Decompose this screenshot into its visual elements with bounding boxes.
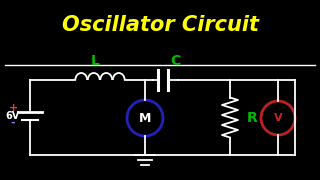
Text: -: - — [11, 118, 15, 128]
Text: M: M — [139, 111, 151, 125]
Text: +: + — [8, 103, 18, 113]
Text: 6V: 6V — [5, 111, 19, 121]
Text: R: R — [247, 111, 257, 125]
Text: Oscillator Circuit: Oscillator Circuit — [61, 15, 259, 35]
Text: V: V — [274, 113, 282, 123]
Text: L: L — [91, 54, 100, 68]
Text: C: C — [170, 54, 180, 68]
